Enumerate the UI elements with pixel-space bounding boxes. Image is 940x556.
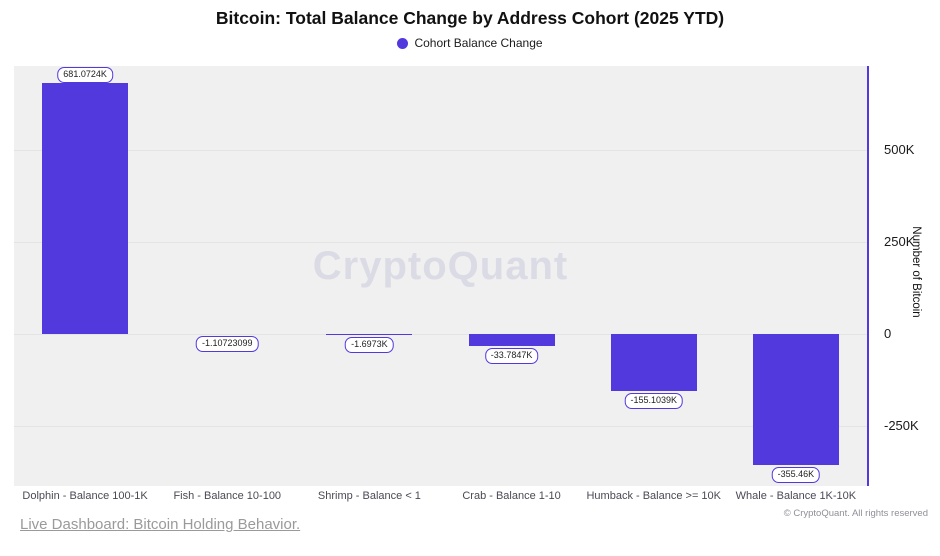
y-axis-tick: 250K <box>884 234 915 249</box>
x-axis-label: Shrimp - Balance < 1 <box>317 490 421 502</box>
x-axis-labels: Dolphin - Balance 100-1K Fish - Balance 1… <box>14 490 867 506</box>
y-axis-line <box>867 66 869 486</box>
value-label: -1.10723099 <box>195 336 259 352</box>
gridline <box>14 242 867 243</box>
gridline <box>14 426 867 427</box>
value-label: -155.1039K <box>624 393 684 410</box>
value-label: -33.7847K <box>484 348 539 365</box>
x-axis-label: Humback - Balance >= 10K <box>586 490 722 502</box>
y-axis-tick: -250K <box>884 418 919 433</box>
bar-shrimp[interactable] <box>326 334 413 335</box>
y-axis-tick: 500K <box>884 142 915 157</box>
chart-title: Bitcoin: Total Balance Change by Address… <box>215 8 725 28</box>
watermark: CryptoQuant <box>312 244 569 288</box>
x-axis-label: Whale - Balance 1K-10K <box>735 490 857 502</box>
bar-crab[interactable] <box>468 334 555 347</box>
legend-dot-icon <box>397 37 409 49</box>
gridline <box>14 150 867 151</box>
value-label: -355.46K <box>771 466 821 483</box>
copyright-text: © CryptoQuant. All rights reserved <box>783 508 928 519</box>
value-label: -1.6973K <box>345 336 394 353</box>
legend[interactable]: Cohort Balance Change <box>0 36 940 50</box>
bar-whale[interactable] <box>752 334 839 465</box>
x-axis-label: Fish - Balance 10-100 <box>173 490 282 502</box>
x-axis-label: Crab - Balance 1-10 <box>462 490 561 502</box>
bar-humback[interactable] <box>610 334 697 392</box>
y-axis-title: Number of Bitcoin <box>910 226 922 318</box>
legend-label: Cohort Balance Change <box>414 36 543 50</box>
x-axis-label: Dolphin - Balance 100-1K <box>22 490 148 502</box>
gridline <box>14 334 867 335</box>
y-axis-tick: 0 <box>884 326 892 341</box>
live-dashboard-link[interactable]: Live Dashboard: Bitcoin Holding Behavior… <box>20 516 301 533</box>
bar-dolphin[interactable] <box>42 83 129 334</box>
value-label: 681.0724K <box>57 67 113 84</box>
plot-area: CryptoQuant 681.0724K -1.10723099 -1.6973K… <box>14 66 867 486</box>
